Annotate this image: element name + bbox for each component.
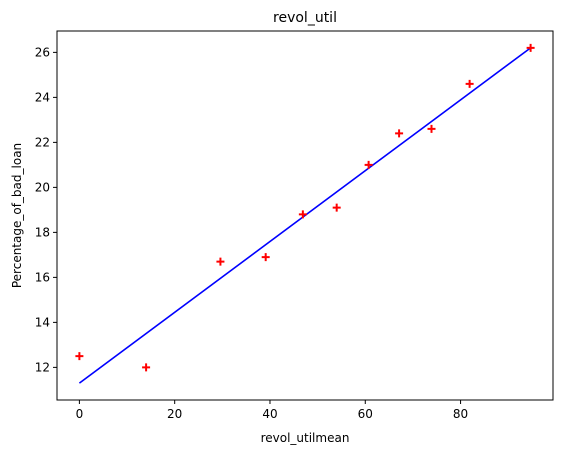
scatter-point [332,203,341,212]
scatter-point [395,129,404,138]
x-tick-label: 80 [453,407,468,421]
scatter-point [142,363,151,372]
chart-title: revol_util [273,10,337,26]
plot-frame [56,30,554,401]
y-tick-label: 12 [35,360,50,374]
y-tick-label: 26 [35,45,50,59]
scatter-point [526,43,535,52]
y-tick-label: 18 [35,225,50,239]
x-tick-label: 40 [262,407,277,421]
scatter-point [216,257,225,266]
scatter-point [465,79,474,88]
scatter-point [427,124,436,133]
y-tick-label: 16 [35,270,50,284]
fit-line [78,47,532,384]
y-axis-label: Percentage_of_bad_loan [10,143,24,288]
x-tick-label: 60 [358,407,373,421]
y-tick-label: 24 [35,90,50,104]
y-tick-label: 22 [35,135,50,149]
scatter-point [261,253,270,262]
y-tick-label: 14 [35,315,50,329]
y-tick-label: 20 [35,180,50,194]
scatter-point [298,210,307,219]
x-tick-label: 20 [167,407,182,421]
x-axis-label: revol_utilmean [261,431,350,445]
scatter-point [75,352,84,361]
x-tick-label: 0 [76,407,84,421]
scatter-point [364,160,373,169]
